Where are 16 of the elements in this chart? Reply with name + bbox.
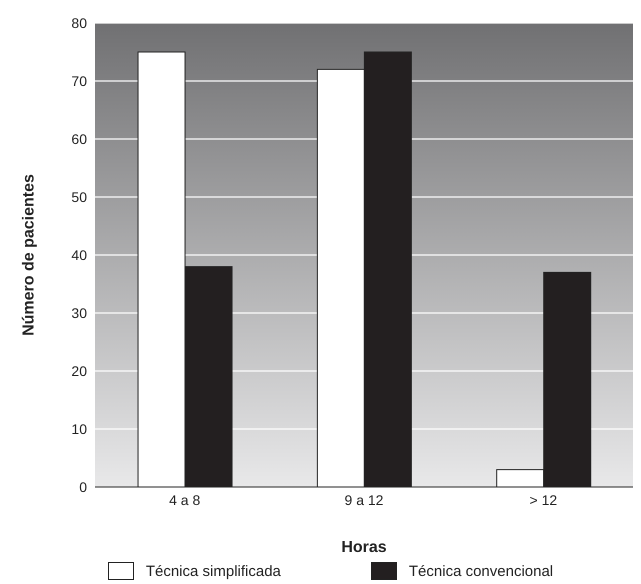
y-tick-label: 80: [71, 14, 88, 31]
x-tick-label: 4 a 8: [169, 492, 200, 508]
x-tick-label: 9 a 12: [344, 492, 384, 508]
y-tick-label: 70: [71, 72, 88, 89]
y-tick-label: 30: [71, 304, 88, 321]
legend-label: Técnica simplificada: [146, 562, 281, 580]
y-axis-title: Número de pacientes: [20, 174, 38, 336]
y-tick-label: 0: [79, 478, 88, 495]
y-tick-label: 40: [71, 246, 88, 263]
x-axis-title: Horas: [341, 539, 387, 556]
y-tick-label: 10: [71, 420, 88, 437]
legend-label: Técnica convencional: [408, 562, 554, 580]
x-tick-label: > 12: [530, 492, 558, 508]
y-tick-label: 50: [71, 188, 88, 205]
y-tick-label: 20: [71, 362, 88, 379]
y-tick-label: 60: [71, 130, 88, 147]
